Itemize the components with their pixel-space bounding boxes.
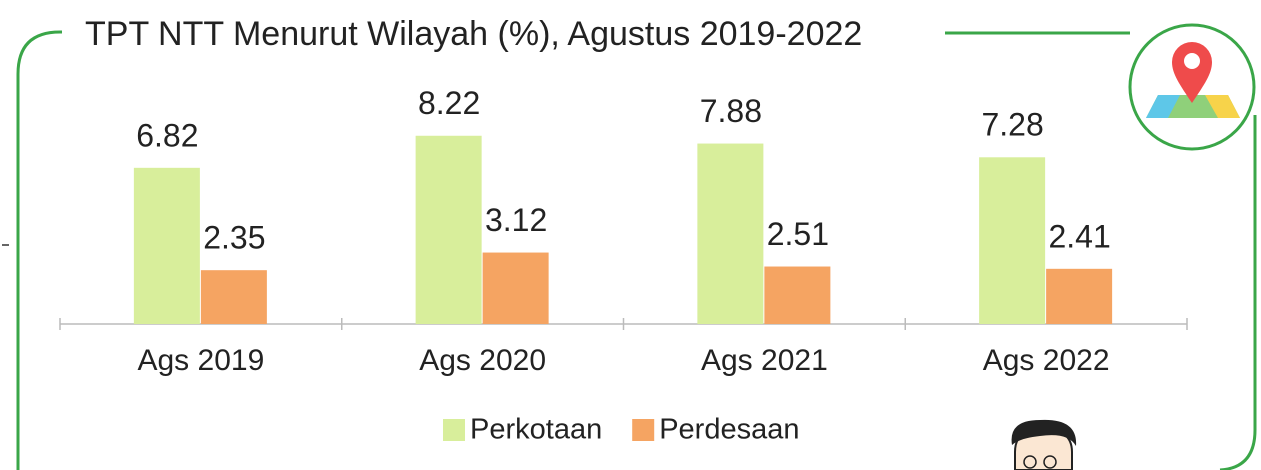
x-tick-label: Ags 2021 <box>701 344 828 377</box>
legend-swatch <box>443 419 465 441</box>
chart-title: TPT NTT Menurut Wilayah (%), Agustus 201… <box>85 15 862 53</box>
frame <box>1219 115 1257 470</box>
bar <box>1046 268 1113 324</box>
bar <box>133 167 200 324</box>
x-tick-label: Ags 2019 <box>137 344 264 377</box>
value-label: 7.88 <box>700 93 762 129</box>
value-label: 2.41 <box>1048 218 1110 254</box>
value-label: 6.82 <box>136 117 198 153</box>
legend-label: Perdesaan <box>659 414 799 446</box>
bar <box>697 143 764 324</box>
x-tick-label: Ags 2022 <box>983 344 1110 377</box>
bar <box>482 252 549 324</box>
legend-label: Perkotaan <box>470 414 602 446</box>
value-label: 7.28 <box>981 107 1043 143</box>
map-icon <box>1128 23 1256 151</box>
value-label: 3.12 <box>485 202 547 238</box>
value-label: 8.22 <box>418 85 480 121</box>
x-tick-label: Ags 2020 <box>419 344 546 377</box>
bar <box>200 270 267 324</box>
legend-swatch <box>632 419 655 441</box>
bar <box>764 266 831 324</box>
bar <box>415 135 482 324</box>
character-icon <box>1011 419 1077 470</box>
bar <box>979 157 1046 324</box>
value-label: 2.35 <box>203 220 265 256</box>
frame <box>16 30 62 470</box>
value-label: 2.51 <box>767 216 829 252</box>
